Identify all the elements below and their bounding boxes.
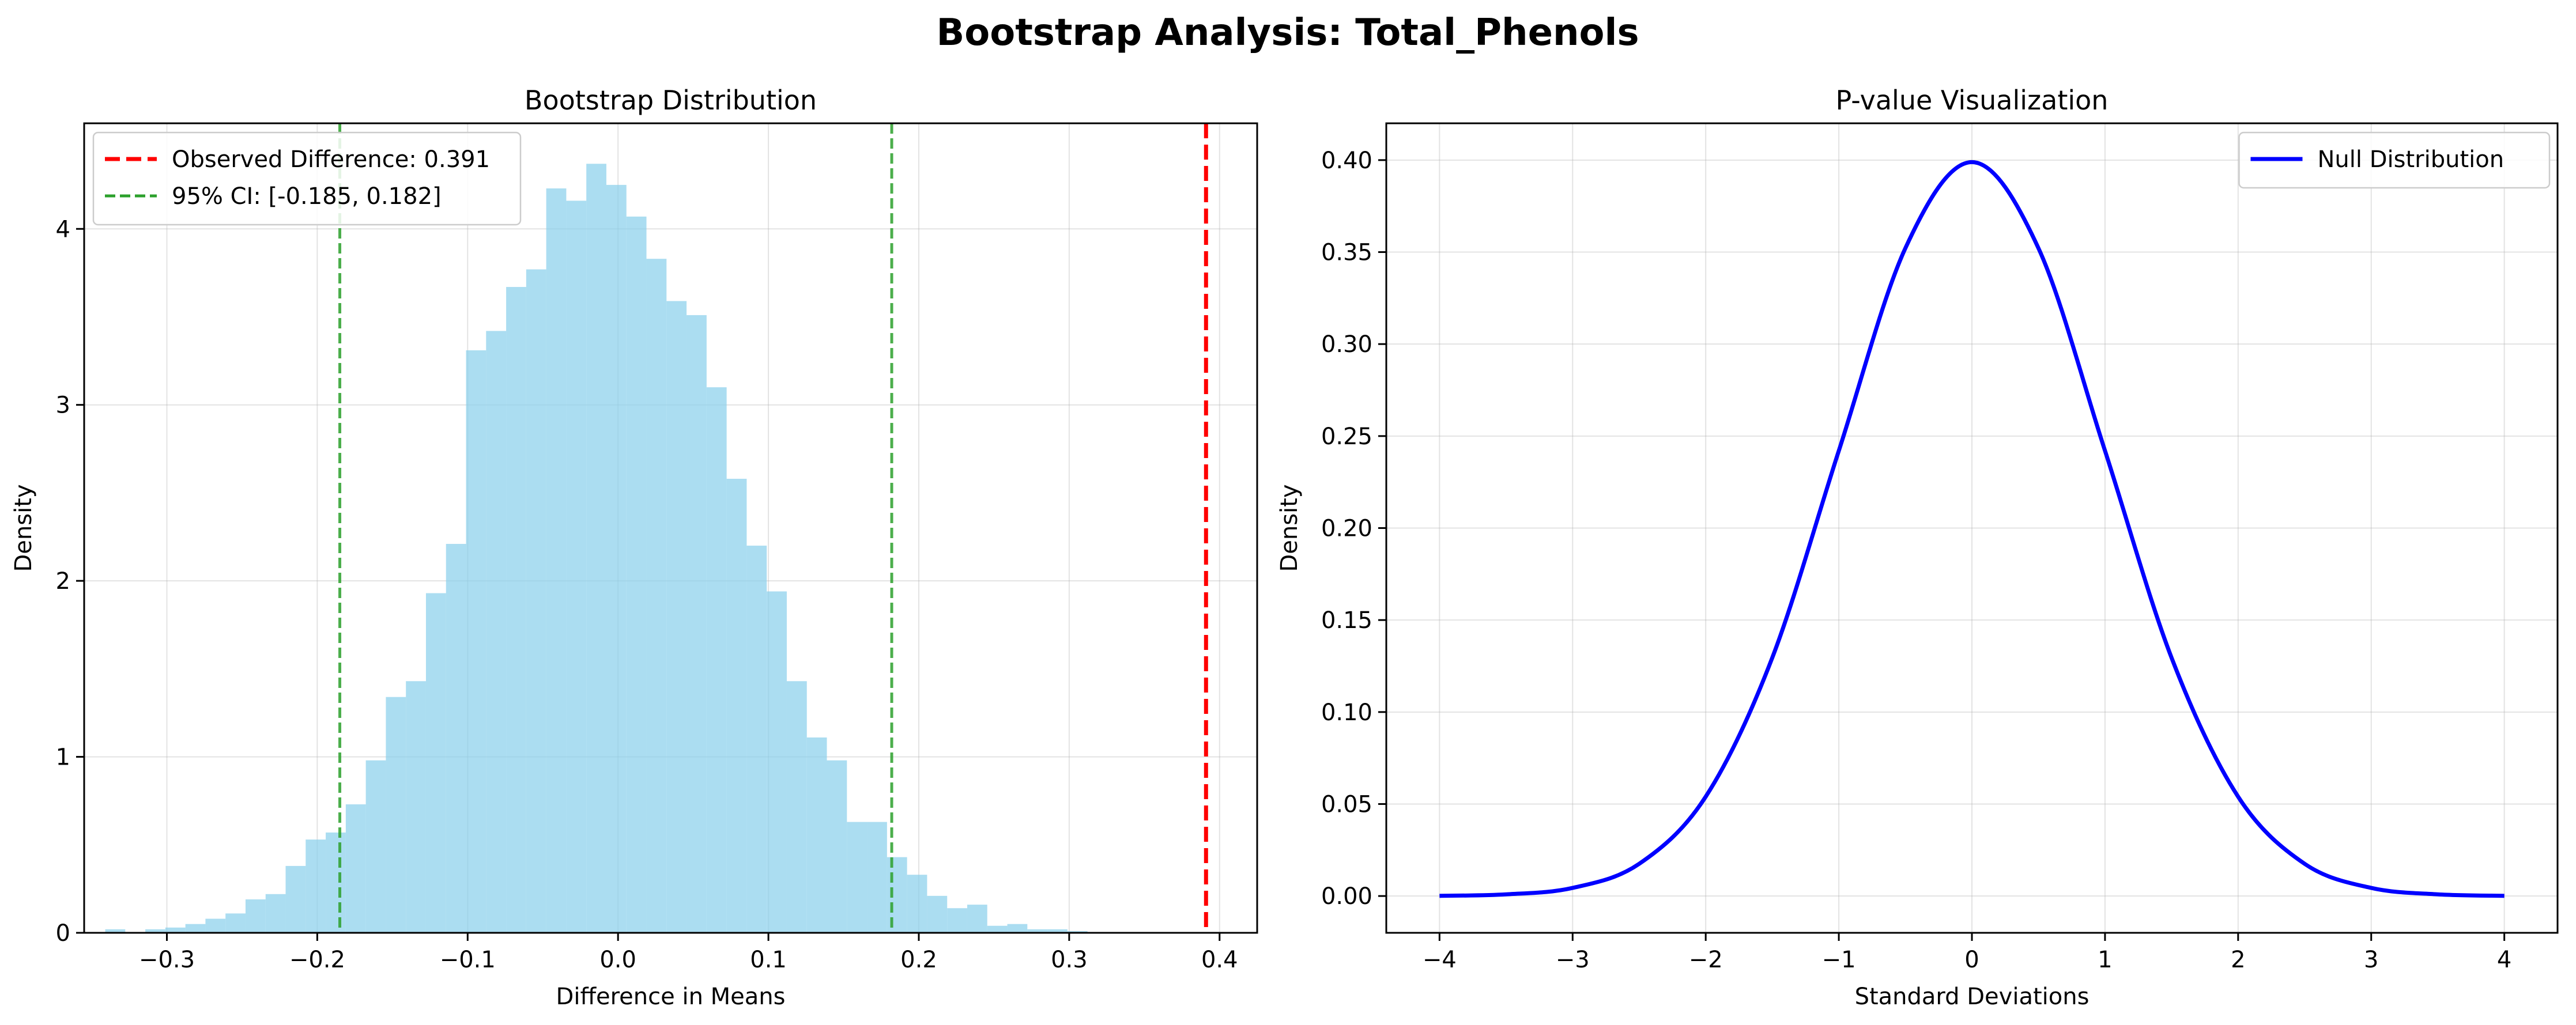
y-tick-label: 0.30 [1321, 331, 1372, 358]
x-tick-label: −0.2 [289, 947, 345, 973]
y-axis-label: Density [10, 484, 37, 572]
legend: Null Distribution [2238, 131, 2551, 189]
x-tick-label: −3 [1556, 947, 1590, 973]
histogram-bar [185, 924, 206, 933]
histogram-bar [867, 822, 887, 933]
histogram-bar [265, 894, 286, 933]
histogram-bar [425, 593, 446, 933]
histogram-bar [927, 895, 948, 933]
x-tick-label: 0.2 [900, 947, 937, 973]
y-tick-label: 0.40 [1321, 147, 1372, 174]
histogram-bar [746, 546, 767, 933]
x-tick-label: −4 [1423, 947, 1457, 973]
x-tick-label: −0.1 [440, 947, 496, 973]
histogram-bar [887, 857, 907, 933]
histogram-bar [666, 301, 687, 933]
x-tick-label: 0.0 [599, 947, 636, 973]
histogram-bar [165, 927, 186, 933]
histogram-bar [1007, 924, 1028, 933]
histogram-bar [345, 804, 366, 933]
histogram-bar [726, 478, 747, 933]
bootstrap-distribution-chart: −0.3 −0.2 −0.1 0.0 0.1 0.2 0.3 0.4 0 1 2 3 4 Bootstra… [10, 85, 1258, 1010]
histogram-bar [285, 865, 306, 933]
histogram-bar [486, 331, 507, 933]
histogram-bar [646, 259, 667, 933]
histogram-bar [907, 875, 927, 933]
histogram-bar [526, 269, 546, 933]
histogram-bar [365, 760, 386, 933]
x-tick-label: −1 [1822, 947, 1856, 973]
y-tick-label: 0 [56, 920, 70, 947]
histogram-bar [606, 184, 627, 933]
histogram-bar [786, 681, 807, 933]
x-tick-label: 0.1 [750, 947, 787, 973]
x-tick-label: 3 [2364, 947, 2378, 973]
histogram-bar [225, 913, 246, 933]
x-axis-label: Difference in Means [556, 984, 786, 1010]
y-tick-label: 1 [56, 744, 70, 771]
x-tick-label: 0 [1964, 947, 1979, 973]
histogram-bar [626, 216, 647, 933]
legend-entry: 95% CI: [-0.185, 0.182] [172, 183, 442, 210]
histogram-bar [446, 543, 466, 933]
y-axis-label: Density [1276, 484, 1303, 572]
charts-container: −0.3 −0.2 −0.1 0.0 0.1 0.2 0.3 0.401234Bootstra… [10, 85, 2559, 1010]
chart-title-1: Bootstrap Distribution [525, 85, 817, 116]
histogram-bar [245, 899, 266, 933]
legend-entry: Observed Difference: 0.391 [172, 146, 490, 173]
y-tick-label: 2 [56, 568, 70, 595]
y-tick-label: 0.25 [1321, 423, 1372, 450]
histogram-bar [205, 918, 226, 933]
histogram-bar [506, 287, 526, 933]
histogram-bar [827, 760, 847, 933]
histogram-bar [987, 925, 1008, 933]
histogram-bar [466, 350, 486, 933]
histogram-bar [706, 387, 727, 933]
chart-title-2: P-value Visualization [1836, 85, 2109, 116]
histogram-bar [406, 681, 426, 933]
histogram-bar [1067, 931, 1088, 933]
y-tick-label: 0.00 [1321, 883, 1372, 910]
y-tick-label: 0.20 [1321, 516, 1372, 542]
p-value-visualization-chart: −4 −3 −2 −1 0 1 2 3 4 0.00 0.05 0.10 0.15 0.20 0.25 0.3… [1276, 85, 2559, 1010]
x-axis-label: Standard Deviations [1855, 984, 2090, 1010]
histogram-bar [566, 201, 587, 933]
legend: Observed Difference: 0.391 95% CI: [-0.18… [92, 131, 522, 226]
histogram-bar [1027, 929, 1048, 933]
histogram-bar [806, 737, 827, 933]
y-tick-label: 0.15 [1321, 607, 1372, 634]
x-tick-label: 2 [2231, 947, 2245, 973]
histogram-bar [105, 929, 126, 933]
null-distribution-line [1439, 160, 2505, 898]
histogram-bar [326, 832, 346, 933]
x-tick-label: 1 [2098, 947, 2112, 973]
figure-title: Bootstrap Analysis: Total_Phenols [936, 12, 1639, 54]
plot-frame [83, 122, 1258, 934]
histogram-bar [767, 591, 787, 933]
histogram-bar [967, 905, 987, 933]
x-tick-label: −0.3 [139, 947, 195, 973]
y-tick-label: 0.05 [1321, 791, 1372, 818]
y-tick-label: 3 [56, 392, 70, 419]
histogram-bar [546, 188, 567, 933]
histogram-bar [1047, 929, 1068, 933]
histogram-bar [306, 839, 326, 933]
histogram-bar [847, 822, 868, 933]
y-tick-label: 4 [56, 216, 70, 243]
x-tick-label: 0.3 [1051, 947, 1088, 973]
y-tick-label: 0.35 [1321, 240, 1372, 266]
histogram-bar [586, 164, 606, 933]
histogram-bar [145, 929, 165, 933]
histogram-bar [947, 908, 967, 933]
histogram-bar [687, 315, 707, 933]
histogram-bar [386, 697, 406, 933]
x-tick-label: 0.4 [1201, 947, 1238, 973]
legend-box [92, 131, 522, 226]
legend-box [2238, 131, 2551, 189]
legend-entry: Null Distribution [2318, 146, 2505, 173]
x-tick-label: −2 [1689, 947, 1723, 973]
x-tick-label: 4 [2497, 947, 2511, 973]
y-tick-label: 0.10 [1321, 699, 1372, 726]
